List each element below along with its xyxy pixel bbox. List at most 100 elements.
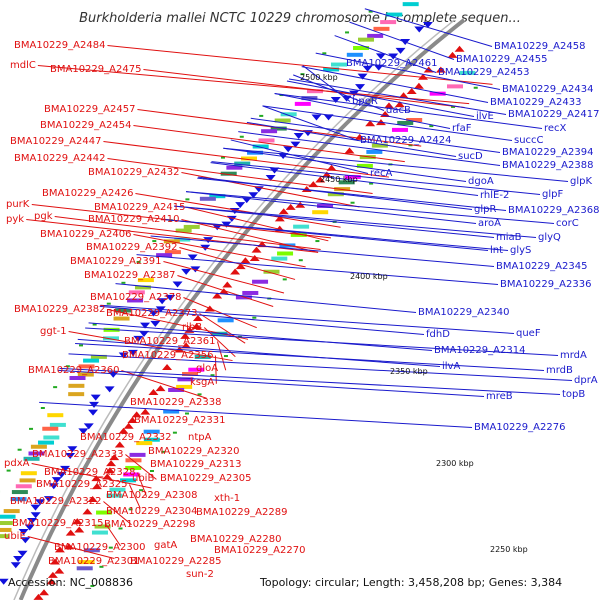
gene-label[interactable]: succC xyxy=(514,135,544,146)
gene-label[interactable]: purK xyxy=(6,199,30,210)
gene-label[interactable]: rfaF xyxy=(452,123,472,134)
gene-label[interactable]: glyS xyxy=(510,245,531,256)
gene-label[interactable]: sucD xyxy=(458,151,483,162)
gene-label[interactable]: bpeR xyxy=(352,96,378,107)
gene-label[interactable]: ntpA xyxy=(188,432,212,443)
gene-label[interactable]: BMA10229_A2455 xyxy=(456,54,547,65)
gene-label[interactable]: BMA10229_A2373 xyxy=(106,308,197,319)
gene-label[interactable]: xth-1 xyxy=(214,493,240,504)
gene-label[interactable]: BMA10229_A2361 xyxy=(124,336,215,347)
gene-label[interactable]: BMA10229_A2315 xyxy=(12,518,103,529)
gene-label[interactable]: BMA10229_A2276 xyxy=(474,422,565,433)
gene-label[interactable]: ggt-1 xyxy=(40,326,67,337)
gene-label[interactable]: BMA10229_A2391 xyxy=(70,256,161,267)
gene-label[interactable]: ilvA xyxy=(442,361,460,372)
gene-label[interactable]: dprA xyxy=(574,375,598,386)
gene-label[interactable]: BMA10229_A2336 xyxy=(500,279,591,290)
gene-label[interactable]: ksgA xyxy=(190,377,214,388)
gene-label[interactable]: BMA10229_A2433 xyxy=(490,97,581,108)
gene-label[interactable]: BMA10229_A2331 xyxy=(134,415,225,426)
gene-label[interactable]: BMA10229_A2392 xyxy=(86,242,177,253)
gene-label[interactable]: BMA10229_A2338 xyxy=(130,397,221,408)
gene-label[interactable]: gatA xyxy=(154,540,177,551)
gene-label[interactable]: BMA10229_A2289 xyxy=(196,507,287,518)
gene-label[interactable]: mdlC xyxy=(10,60,36,71)
gene-label[interactable]: dgoA xyxy=(468,176,494,187)
gene-label[interactable]: glpF xyxy=(542,189,563,200)
gene-label[interactable]: lnt xyxy=(490,245,503,256)
gene-label[interactable]: BMA10229_A2285 xyxy=(130,556,221,567)
gene-label[interactable]: BMA10229_A2442 xyxy=(14,153,105,164)
gene-label[interactable]: BMA10229_A2328 xyxy=(44,467,135,478)
gene-label[interactable]: BMA10229_A2313 xyxy=(150,459,241,470)
gene-label[interactable]: pgk xyxy=(34,211,53,222)
gene-label[interactable]: mrdA xyxy=(560,350,587,361)
reverse-gene-arrow xyxy=(51,477,62,484)
gene-label[interactable]: BMA10229_A2340 xyxy=(418,307,509,318)
gene-label[interactable]: glpK xyxy=(570,176,592,187)
gene-label[interactable]: queF xyxy=(516,328,541,339)
gene-label[interactable]: BMA10229_A2434 xyxy=(502,84,593,95)
gene-label[interactable]: BMA10229_A2270 xyxy=(214,545,305,556)
gene-label[interactable]: gloA xyxy=(196,363,218,374)
gene-label[interactable]: BMA10229_A2300 xyxy=(54,542,145,553)
gene-label[interactable]: BMA10229_A2415 xyxy=(94,202,185,213)
gene-label[interactable]: BMA10229_A2417 xyxy=(508,109,599,120)
gene-label[interactable]: ubiB xyxy=(132,473,154,484)
gene-label[interactable]: BMA10229_A2475 xyxy=(50,64,141,75)
gene-label[interactable]: ribB xyxy=(182,322,202,333)
gene-label[interactable]: BMA10229_A2356 xyxy=(122,350,213,361)
gene-label[interactable]: rhlE-2 xyxy=(480,190,509,201)
gene-label[interactable]: BMA10229_A2298 xyxy=(104,519,195,530)
gene-label[interactable]: mrdB xyxy=(546,365,573,376)
gene-label[interactable]: BMA10229_A2382 xyxy=(14,304,105,315)
gene-label[interactable]: topB xyxy=(562,389,585,400)
gene-label[interactable]: BMA10229_A2458 xyxy=(494,41,585,52)
gene-label[interactable]: glyQ xyxy=(538,232,561,243)
gene-label[interactable]: miaB xyxy=(496,232,522,243)
gene-label[interactable]: recA xyxy=(370,168,393,179)
gene-label[interactable]: BMA10229_A2360 xyxy=(28,365,119,376)
gene-label[interactable]: BMA10229_A2320 xyxy=(148,446,239,457)
gene-label[interactable]: ubiE xyxy=(4,531,26,542)
gene-label[interactable]: recX xyxy=(544,123,567,134)
gene-label[interactable]: BMA10229_A2301 xyxy=(48,556,139,567)
scale-tick xyxy=(345,31,350,34)
gene-label[interactable]: BMA10229_A2322 xyxy=(10,496,101,507)
gene-label[interactable]: BMA10229_A2457 xyxy=(44,104,135,115)
gene-label[interactable]: BMA10229_A2454 xyxy=(40,120,131,131)
gene-label[interactable]: BMA10229_A2424 xyxy=(360,135,451,146)
gene-label[interactable]: BMA10229_A2345 xyxy=(496,261,587,272)
gene-label[interactable]: BMA10229_A2484 xyxy=(14,40,105,51)
gene-label[interactable]: BMA10229_A2426 xyxy=(42,188,133,199)
gene-label[interactable]: BMA10229_A2453 xyxy=(438,67,529,78)
gene-label[interactable]: BMA10229_A2447 xyxy=(10,136,101,147)
gene-label[interactable]: BMA10229_A2461 xyxy=(346,58,437,69)
gene-label[interactable]: pdxA xyxy=(4,458,30,469)
gene-label[interactable]: ilvE xyxy=(476,111,494,122)
gene-label[interactable]: BMA10229_A2304 xyxy=(106,506,197,517)
gene-label[interactable]: BMA10229_A2325 xyxy=(36,479,127,490)
gene-label[interactable]: BMA10229_A2332 xyxy=(80,432,171,443)
gene-label[interactable]: BMA10229_A2308 xyxy=(106,490,197,501)
gene-label[interactable]: BMA10229_A2394 xyxy=(502,147,593,158)
gene-label[interactable]: BMA10229_A2406 xyxy=(40,229,131,240)
gene-label[interactable]: BMA10229_A2378 xyxy=(90,292,181,303)
gene-label[interactable]: dacB xyxy=(386,105,411,116)
gene-label[interactable]: corC xyxy=(556,218,579,229)
gene-label[interactable]: aroA xyxy=(478,218,501,229)
gene-label[interactable]: pyk xyxy=(6,214,24,225)
gene-label[interactable]: BMA10229_A2305 xyxy=(160,473,251,484)
gene-label[interactable]: sun-2 xyxy=(186,569,214,580)
gene-label[interactable]: BMA10229_A2388 xyxy=(502,160,593,171)
gene-label[interactable]: BMA10229_A2387 xyxy=(84,270,175,281)
gene-label[interactable]: glpR xyxy=(474,204,496,215)
gene-label[interactable]: BMA10229_A2410 xyxy=(88,214,179,225)
gene-label[interactable]: fdhD xyxy=(426,329,450,340)
gene-label[interactable]: BMA10229_A2432 xyxy=(88,167,179,178)
gene-label[interactable]: BMA10229_A2280 xyxy=(190,534,281,545)
gene-label[interactable]: mreB xyxy=(486,391,513,402)
gene-label[interactable]: BMA10229_A2314 xyxy=(434,345,525,356)
gene-label[interactable]: BMA10229_A2333 xyxy=(32,449,123,460)
gene-label[interactable]: BMA10229_A2368 xyxy=(508,205,599,216)
